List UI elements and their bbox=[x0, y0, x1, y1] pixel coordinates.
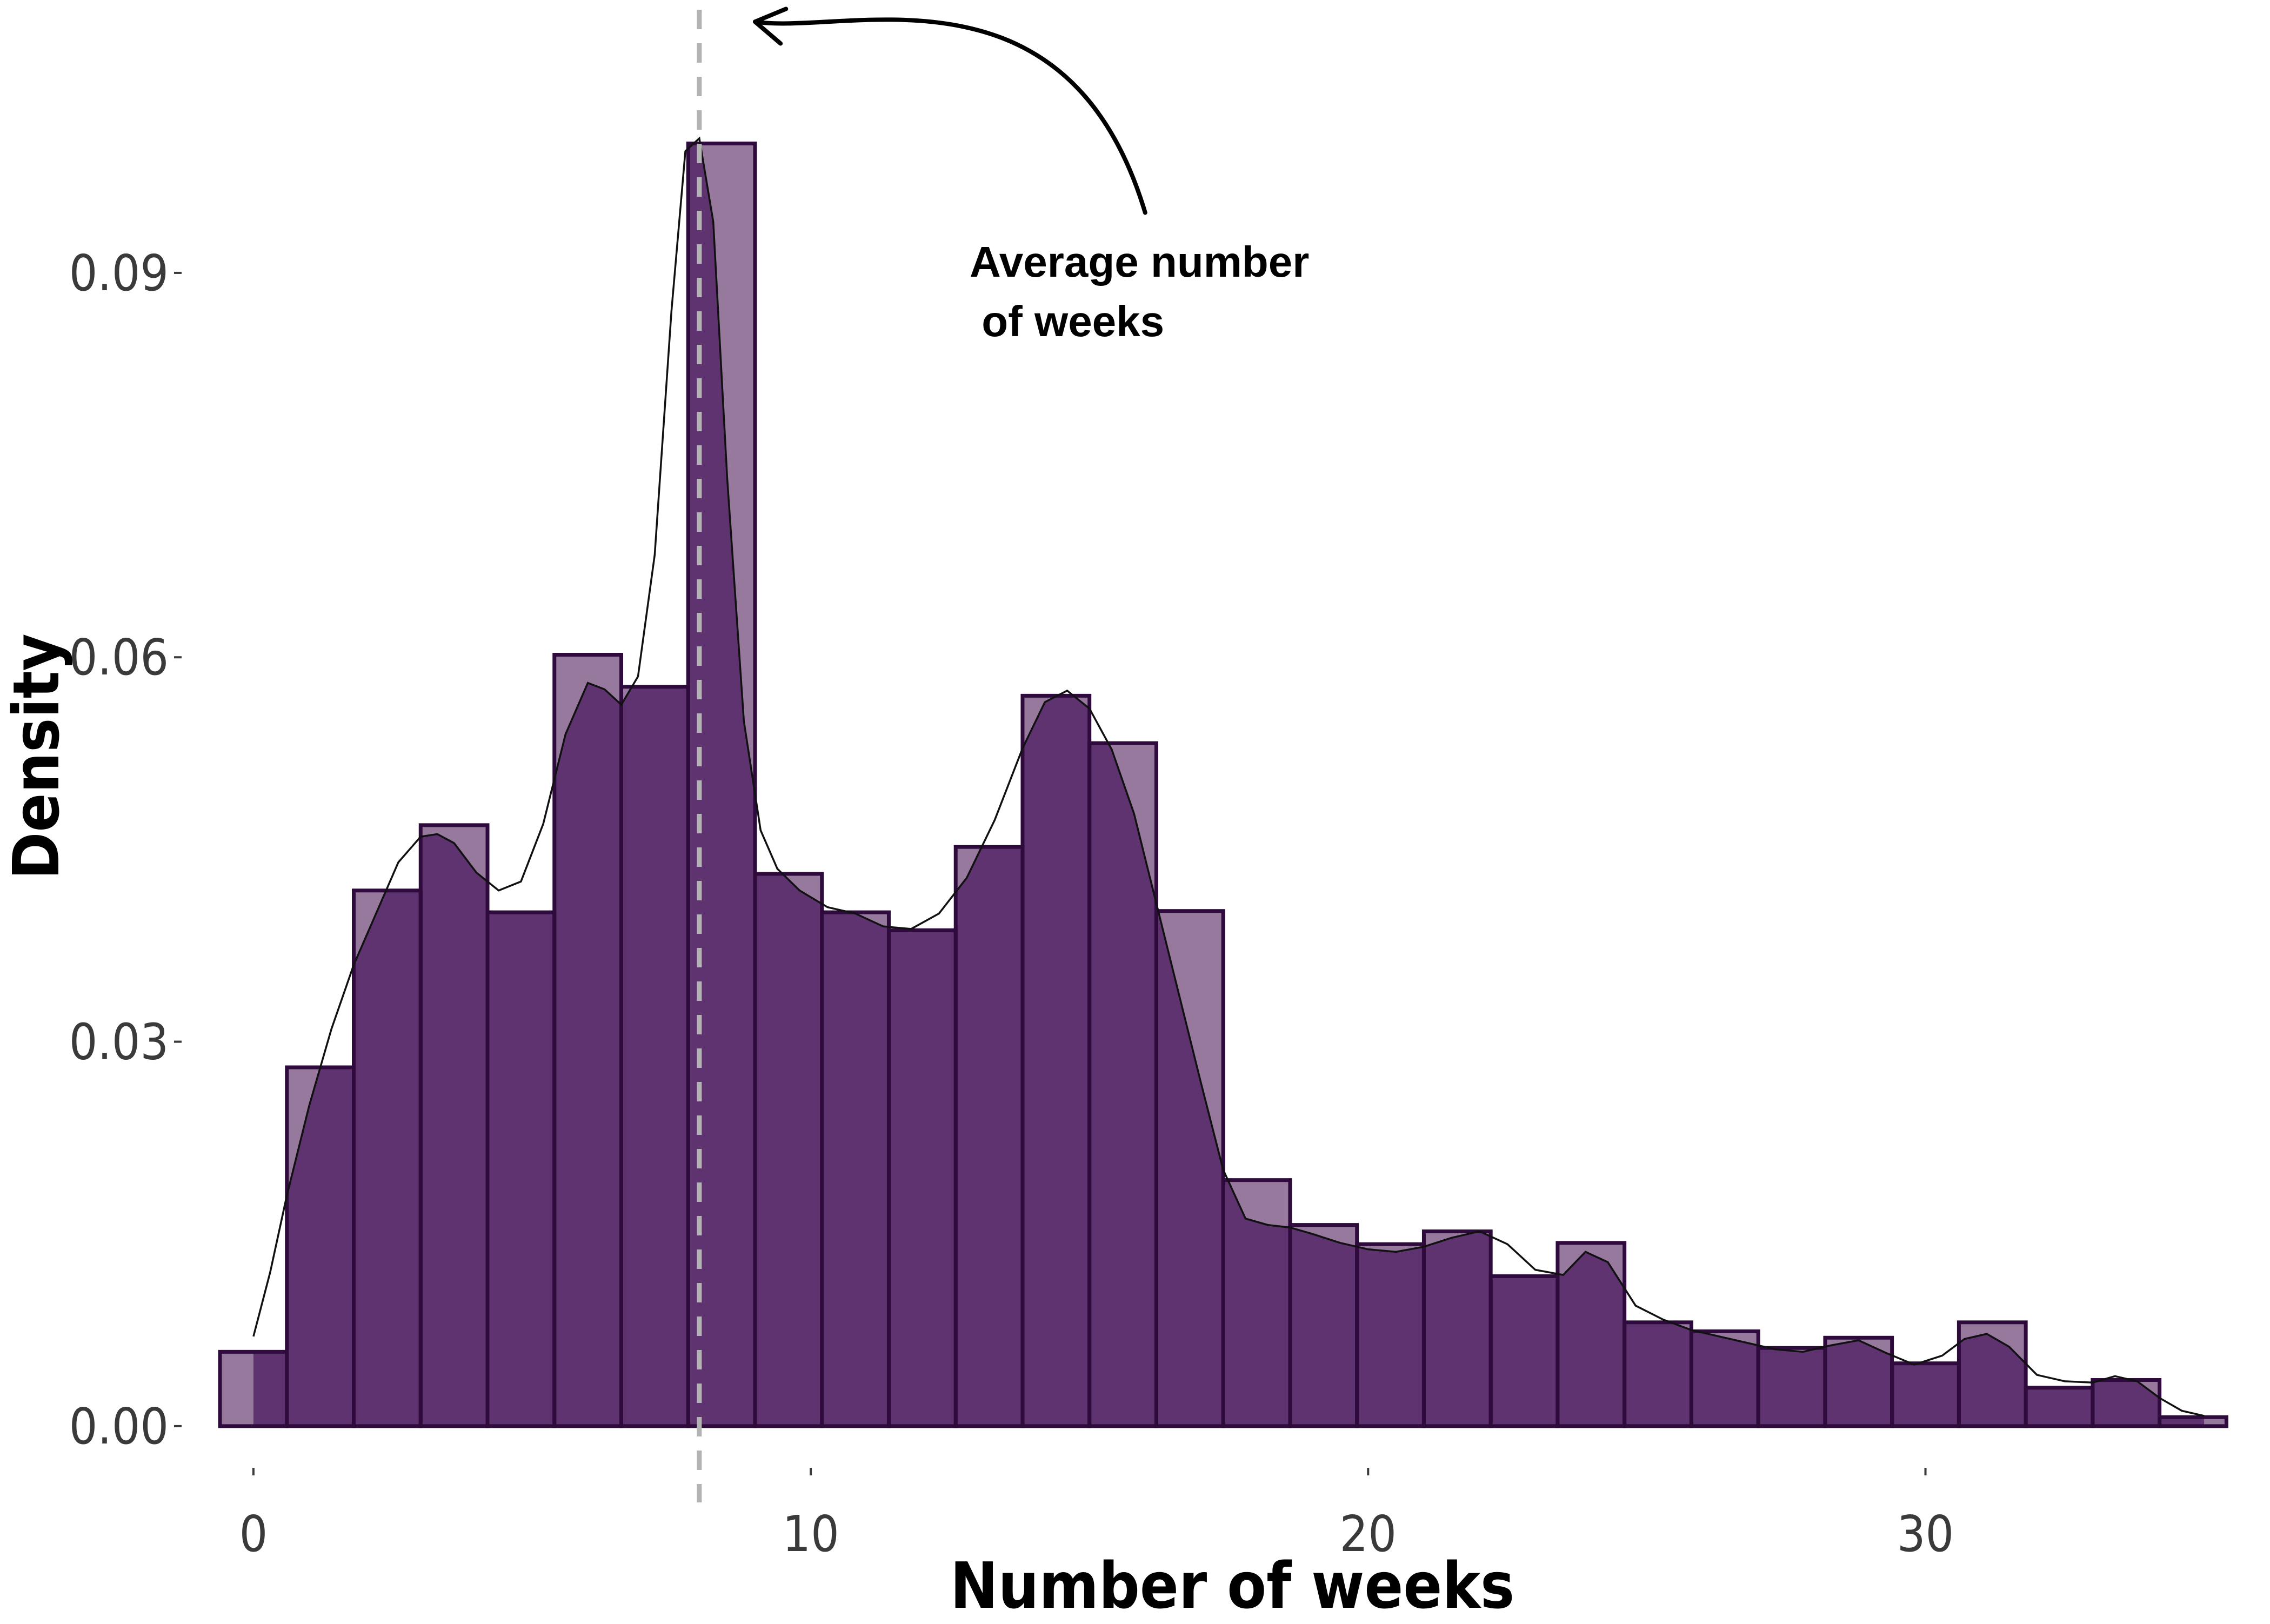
y-tick-label: 0.03 bbox=[69, 1013, 169, 1071]
density-curve-line bbox=[252, 136, 2205, 1417]
y-tick-label: 0.06 bbox=[69, 629, 169, 686]
histogram-bar bbox=[2091, 1378, 2162, 1428]
histogram-bar bbox=[2158, 1415, 2228, 1428]
histogram-bar bbox=[1957, 1320, 2028, 1428]
x-tick-label: 30 bbox=[1897, 1505, 1954, 1563]
y-tick-label: 0.00 bbox=[69, 1398, 169, 1455]
annotation-text-line2: of weeks bbox=[970, 297, 1164, 345]
annotation-text-line1: Average number bbox=[970, 238, 1309, 286]
annotation-layer: Average number of weeks bbox=[752, 6, 1309, 345]
annotation-arrow-head bbox=[752, 6, 789, 46]
histogram-bar bbox=[686, 141, 757, 1428]
annotation-arrow-curve bbox=[752, 17, 1147, 215]
x-tick-label: 0 bbox=[239, 1505, 268, 1563]
x-tick-label: 10 bbox=[782, 1505, 839, 1563]
density-area-fill bbox=[253, 143, 2205, 1426]
histogram-bars-outline bbox=[218, 141, 2228, 1428]
axes-layer: 0 10 20 30 0.00 0.03 0.06 0.09 bbox=[69, 244, 1954, 1563]
x-tick-label: 20 bbox=[1340, 1505, 1397, 1563]
x-axis-title: Number of weeks bbox=[950, 1548, 1514, 1621]
density-area-layer bbox=[253, 143, 2205, 1426]
y-tick-label: 0.09 bbox=[69, 244, 169, 302]
y-axis-title: Density bbox=[0, 633, 74, 879]
